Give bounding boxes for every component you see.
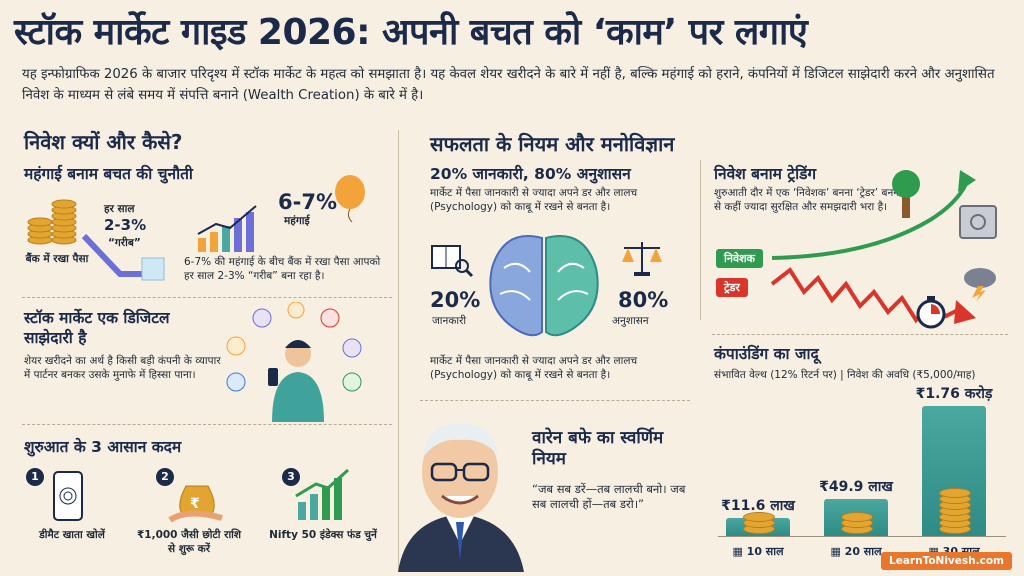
- middle-desc: मार्केट में पैसा जानकारी से ज्यादा अपने …: [430, 187, 638, 213]
- chart-value-label: ₹11.6 लाख: [721, 498, 795, 514]
- step-number: 3: [282, 468, 300, 486]
- divider: [700, 160, 701, 320]
- middle-heading: सफलता के नियम और मनोविज्ञान: [430, 132, 675, 156]
- coin-icon: [743, 512, 775, 522]
- step-label: डीमैट खाता खोलें: [39, 529, 105, 541]
- chart-value-label: ₹49.9 लाख: [819, 479, 893, 496]
- inflation-desc: 6-7% की महंगाई के बीच बैंक में रखा पैसा …: [184, 256, 381, 282]
- inflation-pct: 6-7%: [278, 190, 337, 214]
- buffett-heading: वारेन बफे का स्वर्णिम नियम: [532, 428, 664, 469]
- compounding-heading: कंपाउंडिंग का जादू: [714, 345, 819, 363]
- chart-category-label: ▦ 20 साल: [830, 545, 882, 558]
- coins-icon: [27, 199, 77, 245]
- compounding-sub: संभावित वेल्थ (12% रिटर्न पर) | निवेश की…: [714, 369, 976, 381]
- chart-bar: [726, 512, 790, 536]
- knowledge-pct: 20%: [430, 288, 481, 312]
- discipline-label: अनुशासन: [612, 315, 649, 327]
- book-magnifier-icon: [431, 245, 474, 278]
- partnership-desc: शेयर खरीदने का अर्थ है किसी बड़ी कंपनी क…: [24, 355, 221, 381]
- page-title: स्टॉक मार्केट गाइड 2026: अपनी बचत को ‘का…: [14, 12, 808, 53]
- bank-label: बैंक में रखा पैसा: [25, 253, 89, 265]
- section-divider: [22, 297, 392, 298]
- balloon-icon: [335, 175, 365, 223]
- scale-icon: [622, 242, 662, 276]
- chart-value-label: ₹1.76 करोड़: [915, 386, 993, 402]
- buffett-quote: “जब सब डरें—तब लालची बनो। जब सब लालची हो…: [532, 482, 686, 511]
- safe-icon: [959, 205, 997, 239]
- knowledge-label: जानकारी: [432, 315, 467, 327]
- discipline-pct: 80%: [618, 288, 669, 312]
- trader-pill: ट्रेडर: [716, 278, 748, 297]
- investor-vs-trader-lines: [770, 170, 976, 324]
- coin-icon: [939, 488, 971, 498]
- yearly-label: हर साल: [104, 203, 135, 215]
- section-divider: [712, 334, 1008, 335]
- section-divider: [420, 400, 690, 401]
- money-bag-icon: ₹: [168, 485, 223, 523]
- compounding-chart: ₹11.6 लाख ▦ 10 साल ₹49.9 लाख ▦ 20 साल ₹1.76 …: [712, 386, 1012, 566]
- rising-bars-icon: [197, 205, 257, 252]
- trading-heading: निवेश बनाम ट्रेडिंग: [714, 165, 817, 183]
- fingerprint-phone-icon: [53, 471, 83, 521]
- middle-sub: 20% जानकारी, 80% अनुशासन: [430, 165, 631, 183]
- step-number: 1: [26, 468, 44, 486]
- chart-baseline: [718, 536, 1006, 537]
- step-number: 2: [156, 468, 174, 486]
- step-label: Nifty 50 इंडेक्स फंड चुनें: [269, 529, 377, 541]
- intro-text: यह इन्फोग्राफिक 2026 के बाजार परिदृश्य म…: [22, 67, 995, 103]
- investor-pill: निवेशक: [716, 249, 763, 268]
- step-label: ₹1,000 जैसी छोटी राशि से शुरू करें: [136, 529, 242, 555]
- svg-text:₹: ₹: [190, 496, 200, 512]
- brand-badge[interactable]: LearnToNivesh.com: [881, 552, 1012, 570]
- tree-icon: [892, 170, 920, 218]
- middle-desc-2: मार्केट में पैसा जानकारी से ज्यादा अपने …: [430, 355, 638, 381]
- yearly-pct: 2-3%: [104, 216, 147, 234]
- chart-bar: [824, 499, 888, 536]
- storm-cloud-icon: [964, 268, 996, 302]
- trading-desc: शुरुआती दौर में एक ‘निवेशक’ बनना ‘ट्रेडर…: [714, 187, 900, 213]
- warren-buffett-portrait: [398, 423, 524, 572]
- inflation-label: महंगाई: [284, 215, 310, 227]
- divider: [398, 130, 399, 570]
- brain-icon: [489, 235, 599, 337]
- investor-person-icon: [226, 302, 362, 422]
- coin-icon: [841, 511, 873, 522]
- inflation-heading: महंगाई बनाम बचत की चुनौती: [24, 165, 193, 183]
- growth-chart-icon: [295, 468, 350, 520]
- stopwatch-icon: [916, 296, 946, 329]
- down-arrow-icon: [81, 233, 165, 281]
- left-heading: निवेश क्यों और कैसे?: [24, 130, 183, 154]
- chart-bar: [922, 406, 986, 536]
- steps-heading: शुरुआत के 3 आसान कदम: [24, 438, 182, 456]
- partnership-heading: स्टॉक मार्केट एक डिजिटल साझेदारी है: [24, 309, 170, 347]
- poor-label: “गरीब”: [108, 237, 141, 249]
- chart-category-label: ▦ 10 साल: [732, 545, 784, 558]
- section-divider: [22, 424, 392, 425]
